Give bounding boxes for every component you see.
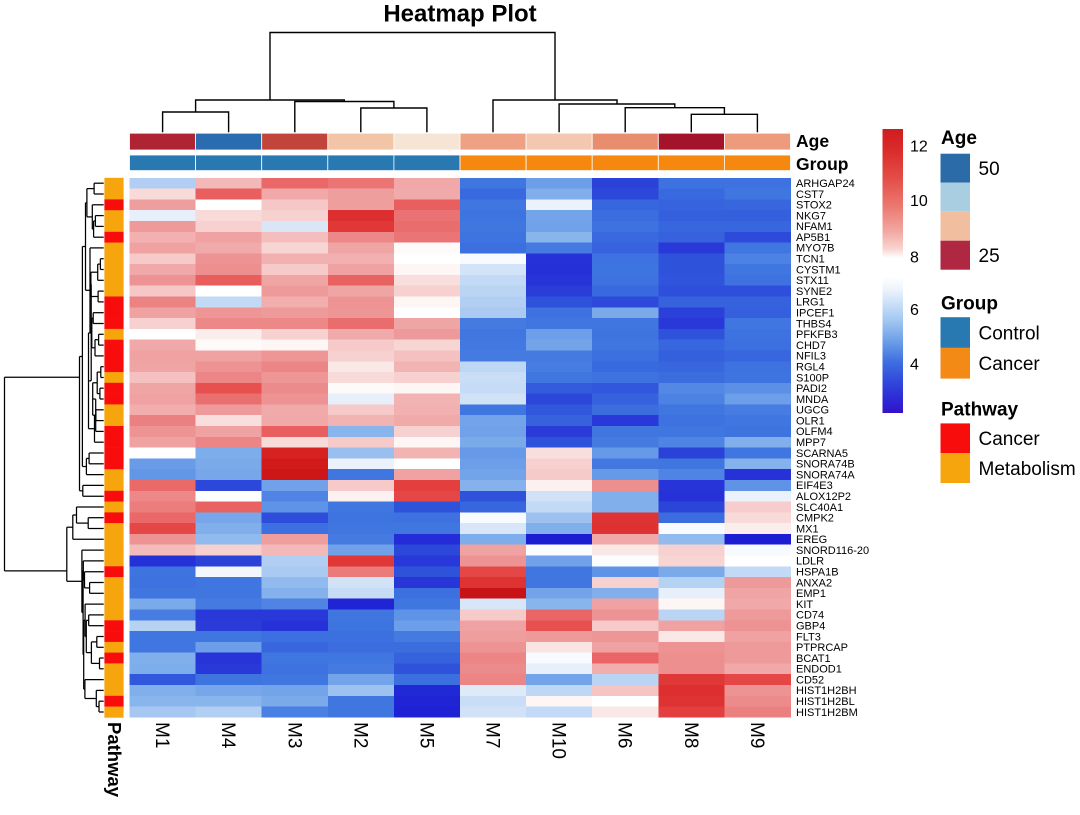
svg-text:AP5B1: AP5B1	[796, 232, 830, 244]
svg-text:4: 4	[910, 357, 919, 374]
svg-text:CMPK2: CMPK2	[796, 513, 834, 525]
svg-text:BCAT1: BCAT1	[796, 653, 831, 665]
svg-text:KIT: KIT	[796, 599, 813, 611]
svg-text:FLT3: FLT3	[796, 631, 821, 643]
svg-text:LRG1: LRG1	[796, 297, 825, 309]
svg-text:RGL4: RGL4	[796, 362, 825, 374]
svg-text:Pathway: Pathway	[941, 400, 1019, 421]
svg-text:Group: Group	[941, 293, 998, 314]
svg-text:12: 12	[910, 139, 928, 156]
svg-text:SNORA74A: SNORA74A	[796, 469, 855, 481]
svg-text:SNORA74B: SNORA74B	[796, 459, 855, 471]
svg-text:SLC40A1: SLC40A1	[796, 502, 843, 514]
svg-text:SYNE2: SYNE2	[796, 286, 832, 298]
svg-text:HIST1H2BM: HIST1H2BM	[796, 707, 858, 719]
svg-text:EIF4E3: EIF4E3	[796, 480, 833, 492]
svg-text:M8: M8	[680, 722, 701, 748]
svg-text:EMP1: EMP1	[796, 588, 826, 600]
svg-text:M2: M2	[349, 722, 370, 748]
svg-text:ARHGAP24: ARHGAP24	[796, 178, 855, 190]
svg-text:M5: M5	[415, 722, 436, 748]
svg-text:STX11: STX11	[796, 275, 829, 287]
svg-text:10: 10	[910, 193, 928, 210]
svg-text:Control: Control	[979, 323, 1040, 344]
svg-text:M10: M10	[548, 722, 569, 759]
svg-text:STOX2: STOX2	[796, 200, 832, 212]
svg-text:Metabolism: Metabolism	[979, 459, 1076, 480]
svg-text:PTPRCAP: PTPRCAP	[796, 642, 848, 654]
svg-text:CHD7: CHD7	[796, 340, 826, 352]
svg-text:CST7: CST7	[796, 189, 824, 201]
svg-text:MYO7B: MYO7B	[796, 243, 835, 255]
svg-text:Pathway: Pathway	[104, 722, 125, 798]
svg-text:GBP4: GBP4	[796, 621, 825, 633]
svg-text:HIST1H2BL: HIST1H2BL	[796, 696, 855, 708]
svg-text:NKG7: NKG7	[796, 210, 826, 222]
svg-text:CD52: CD52	[796, 674, 824, 686]
svg-text:8: 8	[910, 250, 919, 267]
svg-text:ENDOD1: ENDOD1	[796, 664, 842, 676]
svg-text:SNORD116-20: SNORD116-20	[796, 545, 869, 557]
svg-text:M3: M3	[283, 722, 304, 748]
svg-text:CD74: CD74	[796, 610, 824, 622]
svg-text:MX1: MX1	[796, 523, 819, 535]
svg-text:THBS4: THBS4	[796, 318, 831, 330]
svg-text:PFKFB3: PFKFB3	[796, 329, 838, 341]
svg-text:25: 25	[979, 246, 1000, 267]
svg-text:6: 6	[910, 302, 919, 319]
svg-text:NFIL3: NFIL3	[796, 351, 826, 363]
svg-text:M9: M9	[746, 722, 767, 748]
svg-text:NFAM1: NFAM1	[796, 221, 833, 233]
svg-text:M1: M1	[151, 722, 172, 748]
svg-text:M4: M4	[217, 722, 238, 749]
svg-text:MPP7: MPP7	[796, 437, 826, 449]
svg-text:MNDA: MNDA	[796, 394, 829, 406]
svg-text:M7: M7	[482, 722, 503, 748]
svg-text:ANXA2: ANXA2	[796, 577, 832, 589]
svg-text:M6: M6	[614, 722, 635, 748]
svg-text:LDLR: LDLR	[796, 556, 824, 568]
svg-text:Cancer: Cancer	[979, 429, 1041, 450]
svg-text:IPCEF1: IPCEF1	[796, 308, 835, 320]
svg-text:HIST1H2BH: HIST1H2BH	[796, 685, 857, 697]
svg-text:Cancer: Cancer	[979, 354, 1041, 375]
svg-text:OLFM4: OLFM4	[796, 426, 833, 438]
svg-text:Age: Age	[941, 128, 977, 149]
svg-text:S100P: S100P	[796, 372, 829, 384]
svg-text:HSPA1B: HSPA1B	[796, 567, 839, 579]
svg-text:OLR1: OLR1	[796, 415, 825, 427]
svg-text:UGCG: UGCG	[796, 405, 829, 417]
svg-text:Heatmap Plot: Heatmap Plot	[383, 1, 536, 28]
svg-text:CYSTM1: CYSTM1	[796, 264, 841, 276]
svg-text:SCARNA5: SCARNA5	[796, 448, 848, 460]
svg-text:TCN1: TCN1	[796, 254, 825, 266]
svg-text:EREG: EREG	[796, 534, 827, 546]
svg-text:ALOX12P2: ALOX12P2	[796, 491, 851, 503]
svg-text:Age: Age	[796, 131, 829, 151]
svg-text:50: 50	[979, 159, 1000, 180]
svg-text:PADI2: PADI2	[796, 383, 827, 395]
svg-text:Group: Group	[796, 154, 849, 174]
